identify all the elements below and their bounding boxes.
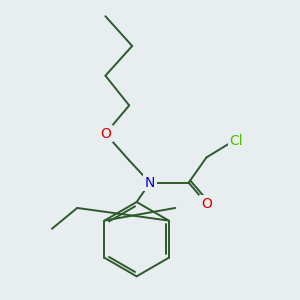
- Text: O: O: [100, 127, 111, 141]
- Text: N: N: [145, 176, 155, 190]
- Text: Cl: Cl: [230, 134, 243, 148]
- Text: O: O: [201, 196, 212, 211]
